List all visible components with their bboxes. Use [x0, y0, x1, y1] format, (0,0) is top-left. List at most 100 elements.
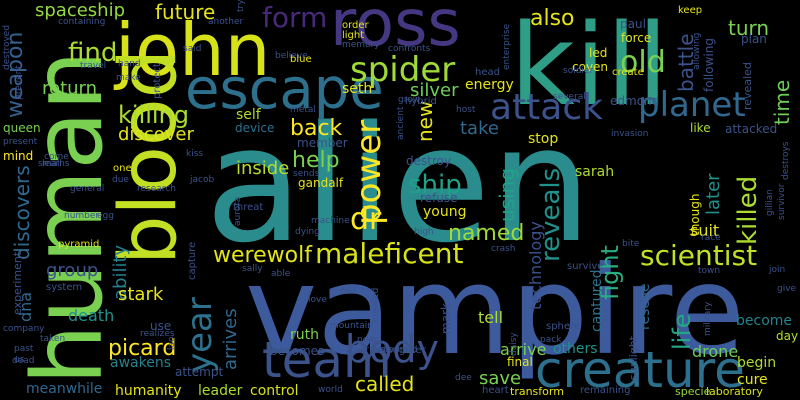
- word-picard: picard: [108, 336, 177, 361]
- word-attempt: attempt: [175, 365, 224, 379]
- word-protect: protect: [152, 63, 163, 99]
- word-spider: spider: [350, 50, 456, 90]
- word-mind: mind: [3, 149, 34, 163]
- word-learns: learns: [42, 159, 70, 169]
- word-gandalf: gandalf: [298, 176, 344, 190]
- word-give: give: [777, 284, 797, 294]
- word-mark: mark: [439, 303, 453, 334]
- word-planet: planet: [638, 85, 746, 125]
- word-refuse: refuse: [420, 191, 458, 205]
- word-survive: survive: [567, 261, 604, 272]
- word-find: find: [68, 38, 118, 68]
- word-vampire: vampire: [245, 240, 745, 382]
- word-another: another: [208, 17, 244, 27]
- word-cure: cure: [737, 372, 768, 388]
- word-return: return: [42, 78, 98, 99]
- word-one: one: [113, 163, 132, 174]
- word-capture: capture: [187, 241, 198, 280]
- word-dying: dying: [295, 227, 320, 237]
- word-remaining: remaining: [580, 385, 631, 396]
- word-daughter: daughter: [380, 345, 426, 356]
- word-begin: begin: [737, 355, 777, 371]
- word-attack: attack: [490, 87, 603, 128]
- word-try: try: [236, 0, 246, 12]
- word-keep: keep: [678, 5, 703, 16]
- word-destroyed: destroyed: [2, 24, 12, 70]
- word-threat: threat: [233, 202, 264, 213]
- word-save: save: [479, 368, 522, 389]
- word-inside: inside: [236, 158, 290, 179]
- word-arrives: arrives: [220, 308, 241, 370]
- word-year: year: [180, 297, 220, 373]
- word-life: life: [668, 313, 696, 350]
- word-ship: ship: [408, 170, 462, 200]
- word-arrive: arrive: [500, 340, 547, 359]
- word-death: death: [68, 306, 115, 325]
- word-enterprise: enterprise: [502, 23, 512, 70]
- word-queen: queen: [3, 121, 41, 135]
- word-future: future: [155, 0, 216, 24]
- word-crash: crash: [491, 244, 516, 254]
- word-laboratory: laboratory: [706, 385, 763, 398]
- word-jacob: jacob: [190, 175, 215, 185]
- word-travel: travel: [80, 61, 107, 71]
- word-force: force: [621, 31, 652, 45]
- word-host: host: [456, 105, 476, 115]
- word-day: day: [776, 329, 799, 343]
- word-fall: fall: [341, 287, 355, 297]
- word-captured: captured: [589, 269, 605, 332]
- word-hybrid: hybrid: [405, 96, 437, 107]
- word-escape: escape: [185, 57, 384, 122]
- word-time: time: [770, 79, 794, 125]
- word-kill: kill: [510, 1, 669, 131]
- word-technology: technology: [526, 221, 545, 310]
- word-meanwhile: meanwhile: [26, 381, 103, 397]
- word-pack: pack: [540, 335, 562, 345]
- word-named: named: [448, 221, 525, 246]
- word-dead: dead: [12, 356, 35, 366]
- word-heart: heart: [482, 385, 509, 396]
- word-experiment: experiment: [11, 251, 24, 315]
- word-allowing: allowing: [692, 32, 702, 70]
- word-seth: seth: [342, 81, 373, 97]
- word-drone: drone: [692, 342, 739, 361]
- word-stark: stark: [118, 284, 164, 305]
- word-form: form: [262, 1, 328, 34]
- word-become: become: [736, 313, 793, 329]
- word-device: device: [235, 121, 275, 135]
- word-several: several: [553, 92, 586, 102]
- word-group: group: [46, 260, 99, 281]
- word-also: also: [530, 6, 575, 31]
- word-team: team: [262, 331, 392, 389]
- word-discover: discover: [118, 124, 194, 145]
- word-race: race: [701, 233, 721, 243]
- word-ruth: ruth: [290, 327, 319, 343]
- word-leader: leader: [198, 383, 243, 399]
- word-like: like: [690, 121, 711, 135]
- word-member: member: [297, 136, 348, 150]
- word-system: system: [46, 282, 83, 293]
- word-research: research: [137, 184, 176, 194]
- word-john: john: [115, 8, 271, 92]
- word-us: us: [14, 355, 25, 365]
- word-sarah: sarah: [575, 164, 615, 180]
- word-near: near: [357, 335, 378, 345]
- word-survivor: survivor: [777, 183, 787, 220]
- word-mountain: mountain: [330, 321, 373, 331]
- word-present: present: [3, 137, 38, 147]
- word-dee: dee: [455, 373, 472, 383]
- word-egg: egg: [97, 211, 114, 221]
- word-edmond: edmond: [610, 94, 660, 108]
- word-ross: ross: [330, 0, 461, 61]
- word-killed: killed: [733, 175, 763, 245]
- word-confronts: confronts: [388, 44, 431, 54]
- word-gillian: gillian: [765, 189, 775, 216]
- word-take: take: [460, 118, 499, 139]
- word-number: number: [64, 211, 100, 221]
- word-body: body: [345, 327, 439, 371]
- word-said: said: [183, 44, 202, 54]
- word-back: back: [290, 116, 343, 141]
- word-called: called: [355, 372, 415, 396]
- word-town: town: [698, 266, 721, 276]
- word-grow: grow: [398, 95, 421, 105]
